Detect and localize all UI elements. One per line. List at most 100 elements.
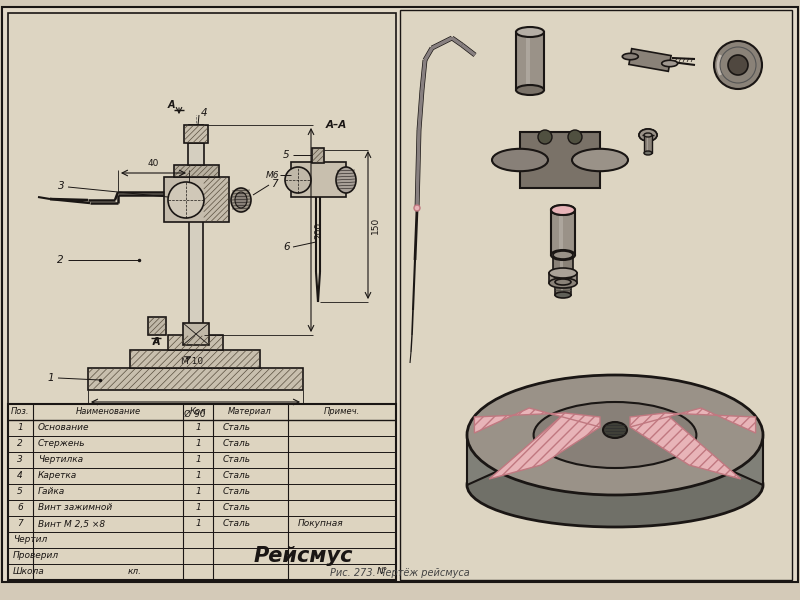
Polygon shape xyxy=(630,408,755,433)
Bar xyxy=(183,323,209,345)
Ellipse shape xyxy=(644,151,652,155)
Text: 1: 1 xyxy=(47,373,54,383)
Bar xyxy=(400,10,792,580)
Bar xyxy=(164,177,229,222)
Text: 2: 2 xyxy=(58,255,64,265)
Polygon shape xyxy=(520,132,600,188)
Text: N°: N° xyxy=(377,568,388,577)
Ellipse shape xyxy=(662,60,678,67)
Text: Сталь: Сталь xyxy=(223,520,251,529)
Ellipse shape xyxy=(235,192,247,208)
Ellipse shape xyxy=(555,292,571,298)
Text: Чертилка: Чертилка xyxy=(38,455,83,464)
Ellipse shape xyxy=(639,129,657,141)
Ellipse shape xyxy=(639,129,657,141)
Text: 1: 1 xyxy=(17,424,23,433)
Ellipse shape xyxy=(551,250,575,260)
Polygon shape xyxy=(490,413,600,479)
Text: A: A xyxy=(152,337,160,347)
Text: 6: 6 xyxy=(283,242,290,252)
Text: 7: 7 xyxy=(17,520,23,529)
Ellipse shape xyxy=(572,149,628,171)
Text: Сталь: Сталь xyxy=(223,424,251,433)
Circle shape xyxy=(538,130,552,144)
Text: 5: 5 xyxy=(17,487,23,497)
Ellipse shape xyxy=(551,205,575,215)
Text: M6: M6 xyxy=(266,170,279,179)
Ellipse shape xyxy=(534,402,696,468)
Text: Ø 90: Ø 90 xyxy=(184,410,206,419)
Text: Каретка: Каретка xyxy=(38,472,78,481)
Text: 1: 1 xyxy=(195,520,201,529)
Text: 5: 5 xyxy=(283,150,290,160)
Polygon shape xyxy=(696,405,763,485)
Text: 150: 150 xyxy=(371,217,380,233)
Text: Примеч.: Примеч. xyxy=(324,407,360,416)
Text: Школа: Школа xyxy=(13,568,45,577)
Text: Сталь: Сталь xyxy=(223,503,251,512)
Text: Материал: Материал xyxy=(228,407,272,416)
Bar xyxy=(555,282,571,295)
Circle shape xyxy=(168,182,204,218)
Text: 6: 6 xyxy=(17,503,23,512)
Bar xyxy=(553,255,573,275)
Ellipse shape xyxy=(467,443,763,527)
Circle shape xyxy=(414,205,420,211)
Ellipse shape xyxy=(644,133,652,137)
Text: Гайка: Гайка xyxy=(38,487,66,497)
Text: 40: 40 xyxy=(147,159,158,168)
Bar xyxy=(646,135,648,153)
Bar xyxy=(189,125,203,335)
Text: Стержень: Стержень xyxy=(38,439,86,449)
Text: 4: 4 xyxy=(201,108,208,118)
Text: 3: 3 xyxy=(58,181,65,191)
Bar xyxy=(526,32,530,90)
Ellipse shape xyxy=(551,205,575,215)
Ellipse shape xyxy=(549,278,577,288)
Text: 200: 200 xyxy=(314,221,323,239)
Ellipse shape xyxy=(467,375,763,495)
Ellipse shape xyxy=(516,27,544,37)
Text: Чертил: Чертил xyxy=(13,535,47,545)
Ellipse shape xyxy=(492,149,548,171)
Text: Проверил: Проверил xyxy=(13,551,59,560)
Text: Основание: Основание xyxy=(38,424,90,433)
Bar xyxy=(516,32,544,90)
Text: 1: 1 xyxy=(195,503,201,512)
Text: Наименование: Наименование xyxy=(75,407,141,416)
Bar xyxy=(148,317,166,335)
Text: 3: 3 xyxy=(17,455,23,464)
Bar xyxy=(561,282,563,295)
Text: Сталь: Сталь xyxy=(223,439,251,449)
Bar xyxy=(291,162,346,197)
Text: 1: 1 xyxy=(195,424,201,433)
Bar xyxy=(8,13,396,405)
Text: Рис. 273. Чертёж рейсмуса: Рис. 273. Чертёж рейсмуса xyxy=(330,568,470,578)
Text: Сталь: Сталь xyxy=(223,487,251,497)
Ellipse shape xyxy=(622,53,638,60)
Text: 7: 7 xyxy=(271,179,278,189)
Ellipse shape xyxy=(336,167,356,193)
Text: 1: 1 xyxy=(195,472,201,481)
Bar xyxy=(560,255,563,275)
Ellipse shape xyxy=(553,271,573,279)
Text: Винт зажимной: Винт зажимной xyxy=(38,503,112,512)
Bar xyxy=(8,404,396,580)
Text: M 10: M 10 xyxy=(181,358,203,367)
Polygon shape xyxy=(629,49,671,71)
Polygon shape xyxy=(467,405,534,485)
Text: Рейсмус: Рейсмус xyxy=(254,546,353,566)
Text: 4: 4 xyxy=(17,472,23,481)
Text: Кол: Кол xyxy=(190,407,206,416)
Text: Сталь: Сталь xyxy=(223,455,251,464)
Ellipse shape xyxy=(728,55,748,75)
Text: Покупная: Покупная xyxy=(298,520,344,529)
Polygon shape xyxy=(474,408,600,433)
Polygon shape xyxy=(630,413,741,479)
Text: A–A: A–A xyxy=(326,120,346,130)
Text: кл.: кл. xyxy=(128,568,142,577)
Bar xyxy=(312,148,324,163)
Bar xyxy=(644,135,652,153)
Bar xyxy=(551,210,575,255)
Ellipse shape xyxy=(555,279,571,285)
